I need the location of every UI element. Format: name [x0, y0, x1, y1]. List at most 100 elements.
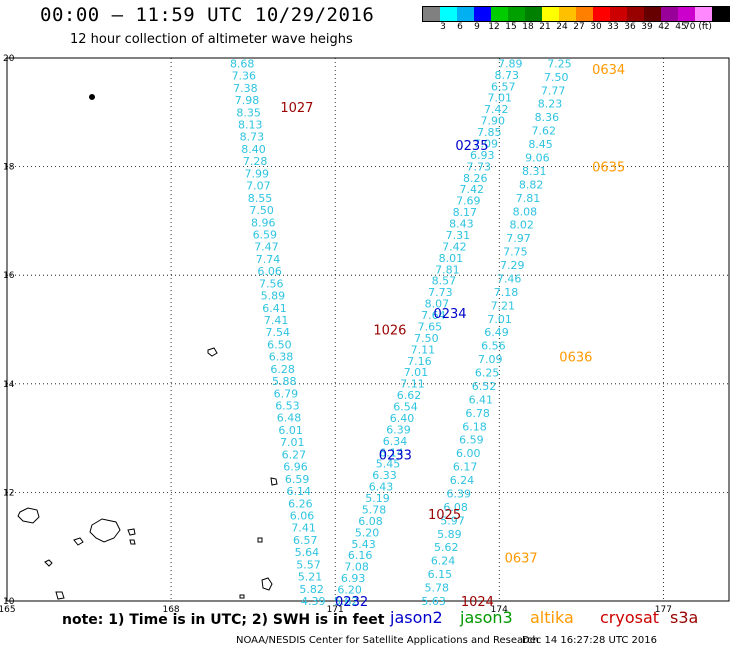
color-swatch: [576, 7, 593, 21]
swh-value: 5.62: [334, 595, 359, 608]
color-swatch: [491, 7, 508, 21]
island-shape: [257, 537, 263, 543]
swh-value: 6.20: [337, 584, 362, 597]
swh-value: 6.79: [274, 387, 299, 400]
legend-item-altika: altika: [530, 608, 574, 627]
swh-value: 6.26: [288, 497, 313, 510]
color-swatch: [440, 7, 457, 21]
swh-value: 6.50: [267, 338, 292, 351]
swh-value: 6.01: [278, 424, 303, 437]
color-swatch: [610, 7, 627, 21]
swh-value: 7.75: [503, 246, 528, 259]
swh-value: 8.57: [432, 275, 457, 288]
swh-value: 7.11: [411, 343, 436, 356]
swh-value: 5.57: [296, 558, 321, 571]
swh-value: 8.07: [425, 298, 450, 311]
swh-value: 6.24: [450, 474, 475, 487]
swh-value: 5.20: [355, 526, 380, 539]
color-scale-label: 18: [522, 22, 534, 32]
swh-value: 7.41: [291, 522, 316, 535]
lon-tick-label: 168: [162, 605, 179, 615]
swh-value: 7.11: [400, 378, 425, 391]
swh-value: 6.08: [443, 501, 468, 514]
island-shape: [270, 477, 278, 486]
swh-value: 7.65: [418, 320, 443, 333]
swh-value: 5.89: [261, 290, 286, 303]
swh-value: 6.78: [465, 407, 490, 420]
swh-value: 6.41: [262, 302, 287, 315]
swh-value: 6.59: [253, 228, 278, 241]
island-shape: [207, 347, 218, 357]
swh-value: 8.13: [238, 119, 263, 132]
swh-value: 6.52: [472, 380, 497, 393]
swh-value: 6.49: [484, 326, 509, 339]
swh-value: 5.88: [272, 375, 297, 388]
swh-value: 6.38: [269, 351, 294, 364]
swh-value: 6.28: [270, 363, 295, 376]
swh-value: 7.21: [491, 299, 516, 312]
swh-value: 8.35: [236, 106, 261, 119]
swh-value: 8.23: [538, 98, 563, 111]
swh-value: 7.77: [541, 84, 566, 97]
swh-value: 6.59: [459, 434, 484, 447]
color-scale-label: 12: [488, 22, 500, 32]
swh-value: 7.50: [414, 332, 439, 345]
swh-value: 7.31: [446, 229, 471, 242]
swh-value: 7.41: [264, 314, 289, 327]
swh-value: 8.82: [519, 178, 544, 191]
map-frame: [6, 57, 730, 602]
timestamp-text: Dec 14 16:27:28 UTC 2016: [522, 635, 657, 646]
swh-value: 5.97: [440, 514, 465, 527]
legend-item-jason3: jason3: [460, 608, 513, 627]
color-scale-label: 9: [474, 22, 480, 32]
color-scale-label: 70 (ft): [684, 22, 712, 32]
swh-value: 7.47: [254, 241, 279, 254]
color-swatch: [542, 7, 559, 21]
swh-value: 6.57: [491, 80, 516, 93]
lat-tick-label: 14: [3, 380, 15, 390]
color-swatch: [474, 7, 491, 21]
swh-value: 7.62: [531, 125, 556, 138]
swh-value: 6.14: [379, 446, 404, 459]
swh-value: 8.68: [230, 57, 255, 70]
track-id-label: 0636: [559, 351, 592, 366]
swh-value: 7.01: [487, 313, 512, 326]
swh-value: 6.93: [470, 149, 495, 162]
swh-value: 5.19: [365, 492, 390, 505]
swh-value: 7.38: [233, 82, 258, 95]
swh-value: 8.17: [453, 206, 478, 219]
swh-value: 7.98: [235, 94, 260, 107]
swh-value: 7.01: [280, 436, 305, 449]
swh-value: 6.33: [372, 469, 397, 482]
swh-value: 6.00: [456, 447, 481, 460]
units-note: note: 1) Time is in UTC; 2) SWH is in fe…: [62, 612, 385, 628]
swh-value: 7.16: [407, 355, 432, 368]
lon-tick-label: 171: [327, 605, 344, 615]
swh-value: 8.55: [248, 192, 273, 205]
color-scale-label: 33: [607, 22, 619, 32]
legend-item-jason2: jason2: [390, 608, 443, 627]
color-scale-label: 6: [457, 22, 463, 32]
color-scale-label: 27: [573, 22, 585, 32]
swh-value: 7.50: [249, 204, 274, 217]
swh-value: 7.89: [498, 57, 523, 70]
swh-value: 6.08: [358, 515, 383, 528]
color-scale-label: 36: [624, 22, 636, 32]
swh-value: 7.09: [474, 137, 499, 150]
lat-tick-label: 16: [3, 271, 15, 281]
color-scale-label: 3: [440, 22, 446, 32]
swh-value: 6.59: [285, 473, 310, 486]
island-shape: [17, 507, 40, 524]
color-scale-label: 15: [505, 22, 517, 32]
swh-value: 9.06: [525, 152, 550, 165]
track-id-label: 0234: [433, 307, 466, 322]
swh-value: 6.25: [475, 367, 500, 380]
swh-value: 7.29: [500, 259, 525, 272]
color-scale-label: 24: [556, 22, 568, 32]
swh-value: 8.31: [522, 165, 547, 178]
swh-value: 8.02: [509, 219, 534, 232]
track-id-label: 0635: [592, 161, 625, 176]
swh-value: 6.17: [453, 461, 478, 474]
credit-text: NOAA/NESDIS Center for Satellite Applica…: [236, 635, 539, 646]
swh-value: 6.14: [287, 485, 312, 498]
